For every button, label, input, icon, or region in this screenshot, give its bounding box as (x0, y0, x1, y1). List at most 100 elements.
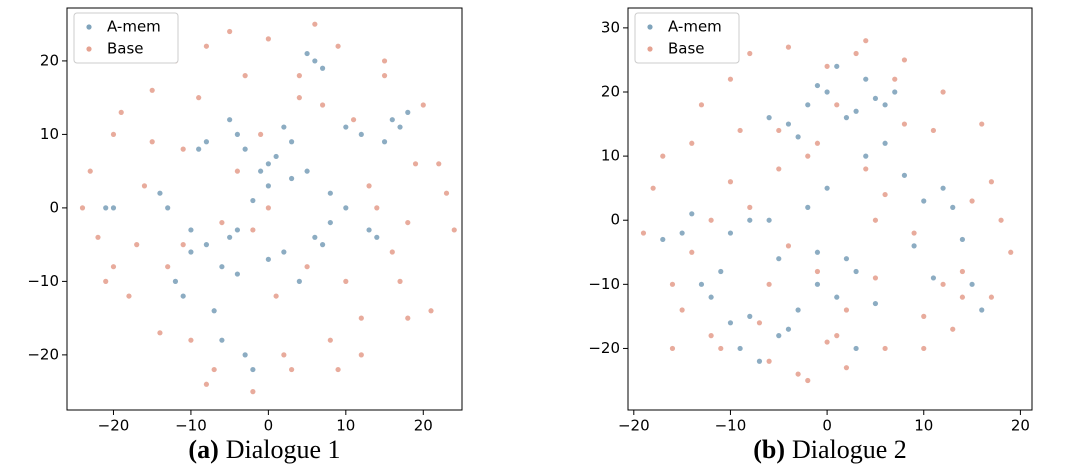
point (234, 131, 240, 138)
point (242, 73, 248, 79)
point (689, 140, 695, 146)
x-tick-label: 0 (264, 417, 274, 435)
point (708, 217, 714, 223)
point (289, 175, 295, 182)
point (149, 87, 155, 93)
point (872, 95, 879, 102)
point (203, 381, 210, 387)
point (358, 352, 364, 358)
point (389, 117, 395, 123)
point (281, 124, 287, 130)
point (959, 268, 966, 275)
point (180, 242, 186, 248)
point (853, 50, 859, 57)
point (1008, 249, 1014, 255)
point (834, 102, 840, 108)
point (824, 185, 830, 191)
point (785, 243, 792, 249)
point (950, 326, 956, 332)
point (381, 139, 388, 145)
point (405, 219, 411, 226)
point (443, 190, 450, 196)
point (959, 294, 966, 300)
point (843, 115, 850, 121)
point (679, 307, 685, 313)
point (814, 281, 821, 287)
point (296, 278, 302, 284)
point (727, 76, 734, 82)
point (727, 179, 734, 185)
point (304, 168, 310, 174)
point (211, 366, 217, 373)
point (766, 358, 772, 364)
y-tick-label: −10 (588, 275, 620, 293)
point (172, 278, 179, 284)
y-tick-label: 0 (610, 211, 620, 229)
point (805, 153, 811, 159)
point (242, 352, 248, 358)
point (805, 204, 811, 210)
point (265, 161, 271, 167)
point (250, 389, 256, 395)
y-tick-label: 10 (601, 147, 620, 165)
point (312, 58, 318, 64)
point (660, 153, 666, 159)
point (141, 183, 148, 189)
point (747, 217, 753, 223)
point (381, 73, 388, 79)
point (814, 249, 821, 255)
point (227, 28, 233, 35)
point (708, 333, 714, 339)
point (766, 115, 772, 121)
point (998, 217, 1004, 223)
point (165, 264, 171, 270)
point (180, 293, 186, 299)
point (805, 102, 811, 108)
point (882, 191, 888, 198)
point (87, 168, 93, 174)
point (312, 234, 318, 240)
y-tick-label: −20 (588, 339, 620, 357)
x-tick-label: −20 (98, 417, 130, 435)
point (196, 95, 202, 101)
point (149, 139, 155, 145)
point (451, 227, 457, 233)
y-tick-label: 30 (601, 18, 620, 36)
point (669, 281, 676, 287)
x-tick-label: 20 (1011, 417, 1030, 435)
point (718, 345, 724, 352)
point (814, 140, 821, 146)
point (689, 249, 695, 255)
point (281, 249, 287, 255)
point (343, 205, 349, 211)
point (157, 330, 163, 336)
point (165, 205, 171, 211)
point (979, 307, 985, 313)
point (785, 44, 792, 50)
point (343, 124, 349, 130)
point (265, 205, 271, 211)
point (901, 172, 908, 178)
point (157, 190, 163, 196)
point (747, 204, 753, 210)
point (366, 227, 372, 233)
point (273, 153, 279, 160)
point (863, 153, 869, 159)
point (940, 281, 946, 287)
legend-marker (86, 24, 92, 30)
point (795, 307, 801, 313)
point (766, 281, 772, 287)
y-tick-label: 20 (601, 82, 620, 100)
point (824, 63, 830, 69)
point (358, 315, 364, 321)
point (358, 131, 364, 138)
point (126, 293, 132, 299)
legend-label: Base (668, 40, 705, 58)
point (234, 271, 240, 277)
point (188, 337, 194, 343)
point (289, 139, 295, 145)
point (211, 308, 217, 314)
point (776, 166, 782, 172)
point (327, 337, 333, 343)
